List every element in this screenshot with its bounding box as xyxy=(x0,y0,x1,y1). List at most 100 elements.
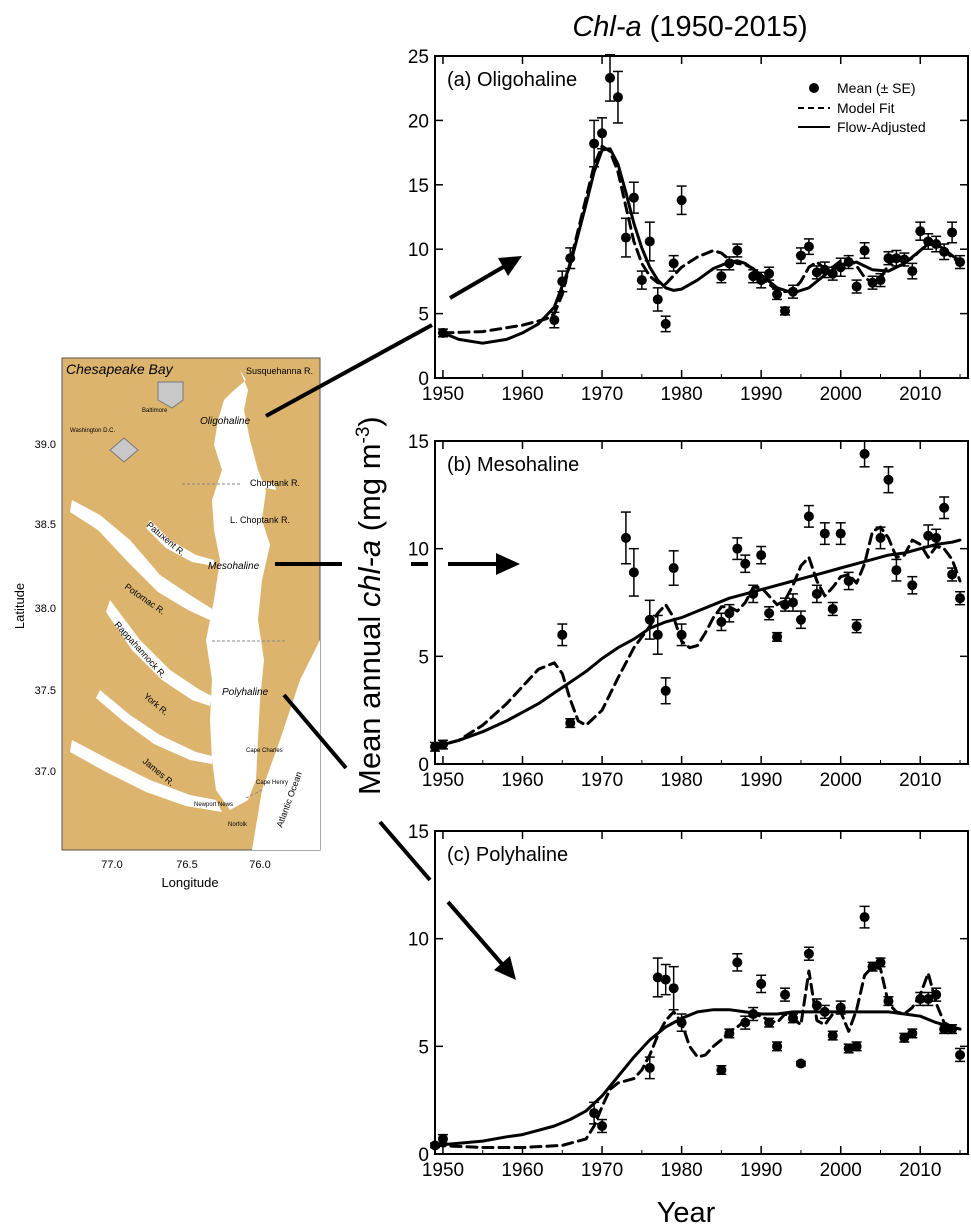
arrow-oligohaline-head xyxy=(498,256,522,276)
mean-point xyxy=(787,597,798,608)
panel-oligohaline: 1950 1960 1970 1980 1990 2000 2010 0 5 10 15 20 25 (a… xyxy=(408,47,969,405)
mean-point xyxy=(716,271,727,282)
map-xlabel: Longitude xyxy=(161,875,218,890)
figure-title-italic: Chl-a xyxy=(572,11,641,43)
mean-point xyxy=(939,502,950,513)
mean-point xyxy=(772,289,783,300)
mean-point xyxy=(787,286,798,297)
mean-point xyxy=(724,258,735,269)
mean-point xyxy=(668,563,679,574)
mean-point xyxy=(947,227,958,238)
mean-point xyxy=(955,1049,966,1060)
mean-point xyxy=(899,1032,910,1043)
mean-point xyxy=(827,1030,838,1041)
mean-point xyxy=(891,253,902,264)
mean-point xyxy=(668,258,679,269)
mean-point xyxy=(605,72,616,83)
model-fit-line xyxy=(441,144,962,335)
map-label-mesohaline: Mesohaline xyxy=(208,561,260,572)
mean-point xyxy=(843,1043,854,1054)
map-label-washington: Washington D.C. xyxy=(70,428,115,434)
arrow-mesohaline-head xyxy=(496,553,520,575)
mean-point xyxy=(589,138,600,149)
mean-point xyxy=(764,1017,775,1028)
x-tick-label: 1950 xyxy=(422,770,464,791)
y-tick-label: 0 xyxy=(418,369,429,390)
mean-point xyxy=(867,277,878,288)
y-tick-label: 0 xyxy=(418,1145,429,1166)
mean-point xyxy=(740,558,751,569)
plot-frame xyxy=(434,55,969,379)
mean-point xyxy=(644,236,655,247)
x-tick-label: 1970 xyxy=(581,384,623,405)
y-tick-label: 10 xyxy=(408,540,429,561)
map-title: Chesapeake Bay xyxy=(66,361,174,377)
mean-point xyxy=(851,281,862,292)
map-ytick-38.0: 38.0 xyxy=(35,603,56,615)
map-label-choptank: Choptank R. xyxy=(250,478,300,488)
mean-point xyxy=(859,912,870,923)
mean-point xyxy=(748,1009,759,1020)
mean-point xyxy=(795,614,806,625)
mean-point xyxy=(859,448,870,459)
flow-adjusted-line xyxy=(441,147,962,345)
map-ylabel: Latitude xyxy=(12,583,27,629)
mean-point xyxy=(430,741,440,752)
mean-point xyxy=(740,1017,751,1028)
x-tick-label: 1990 xyxy=(740,770,782,791)
x-tick-label: 1990 xyxy=(740,384,782,405)
model-fit-line xyxy=(433,525,962,749)
mean-point xyxy=(644,614,655,625)
mean-point xyxy=(875,532,886,543)
y-axis-label: Mean annual chl-a (mg m-3) xyxy=(352,416,387,795)
map-washington-area xyxy=(109,437,139,463)
map-xtick-76.0: 76.0 xyxy=(249,859,270,871)
x-axis-label: Year xyxy=(657,1197,716,1228)
mean-point xyxy=(676,195,687,206)
mean-point xyxy=(787,1013,798,1024)
mean-point xyxy=(939,1024,950,1035)
y-label-part-a: Mean annual xyxy=(352,607,387,795)
mean-point xyxy=(780,306,791,317)
mean-point xyxy=(811,1000,822,1011)
mean-point xyxy=(811,588,822,599)
map-choptank-water xyxy=(236,478,276,490)
mean-point xyxy=(732,245,743,256)
map-potomac-water xyxy=(70,500,214,622)
panel-title: (a) Oligohaline xyxy=(447,69,577,91)
y-label-part-b: chl-a xyxy=(352,540,387,607)
mean-point xyxy=(660,974,671,985)
y-tick-label: 15 xyxy=(408,822,429,843)
x-tick-label: 2010 xyxy=(899,1160,941,1181)
mean-point xyxy=(732,543,743,554)
x-tick-label: 1960 xyxy=(501,384,543,405)
mean-point xyxy=(859,245,870,256)
mean-point xyxy=(557,629,568,640)
arrow-polyhaline-head xyxy=(494,956,516,980)
legend: Mean (± SE) Model Fit Flow-Adjusted xyxy=(798,80,926,135)
mean-point xyxy=(795,250,806,261)
y-tick-label: 10 xyxy=(408,240,429,261)
mean-point xyxy=(668,983,679,994)
mean-point xyxy=(931,239,942,250)
mean-point xyxy=(803,511,814,522)
plot-frame xyxy=(434,830,969,1155)
map-ytick-39.0: 39.0 xyxy=(35,439,56,451)
x-tick-label: 1980 xyxy=(660,770,702,791)
y-tick-label: 20 xyxy=(408,111,429,132)
map-label-polyhaline: Polyhaline xyxy=(222,687,269,698)
x-tick-label: 1980 xyxy=(660,1160,702,1181)
mean-point xyxy=(835,262,846,273)
mean-point xyxy=(811,267,822,278)
mean-point xyxy=(437,327,448,338)
map-james-water xyxy=(70,740,222,812)
mean-point xyxy=(883,996,894,1007)
mean-point xyxy=(835,528,846,539)
x-tick-label: 1970 xyxy=(581,770,623,791)
x-tick-label: 2000 xyxy=(820,1160,862,1181)
mean-point xyxy=(724,1028,735,1039)
mean-point xyxy=(724,608,735,619)
mean-point xyxy=(628,567,639,578)
x-tick-label: 2010 xyxy=(899,384,941,405)
map-label-norfolk: Norfolk xyxy=(228,822,248,828)
